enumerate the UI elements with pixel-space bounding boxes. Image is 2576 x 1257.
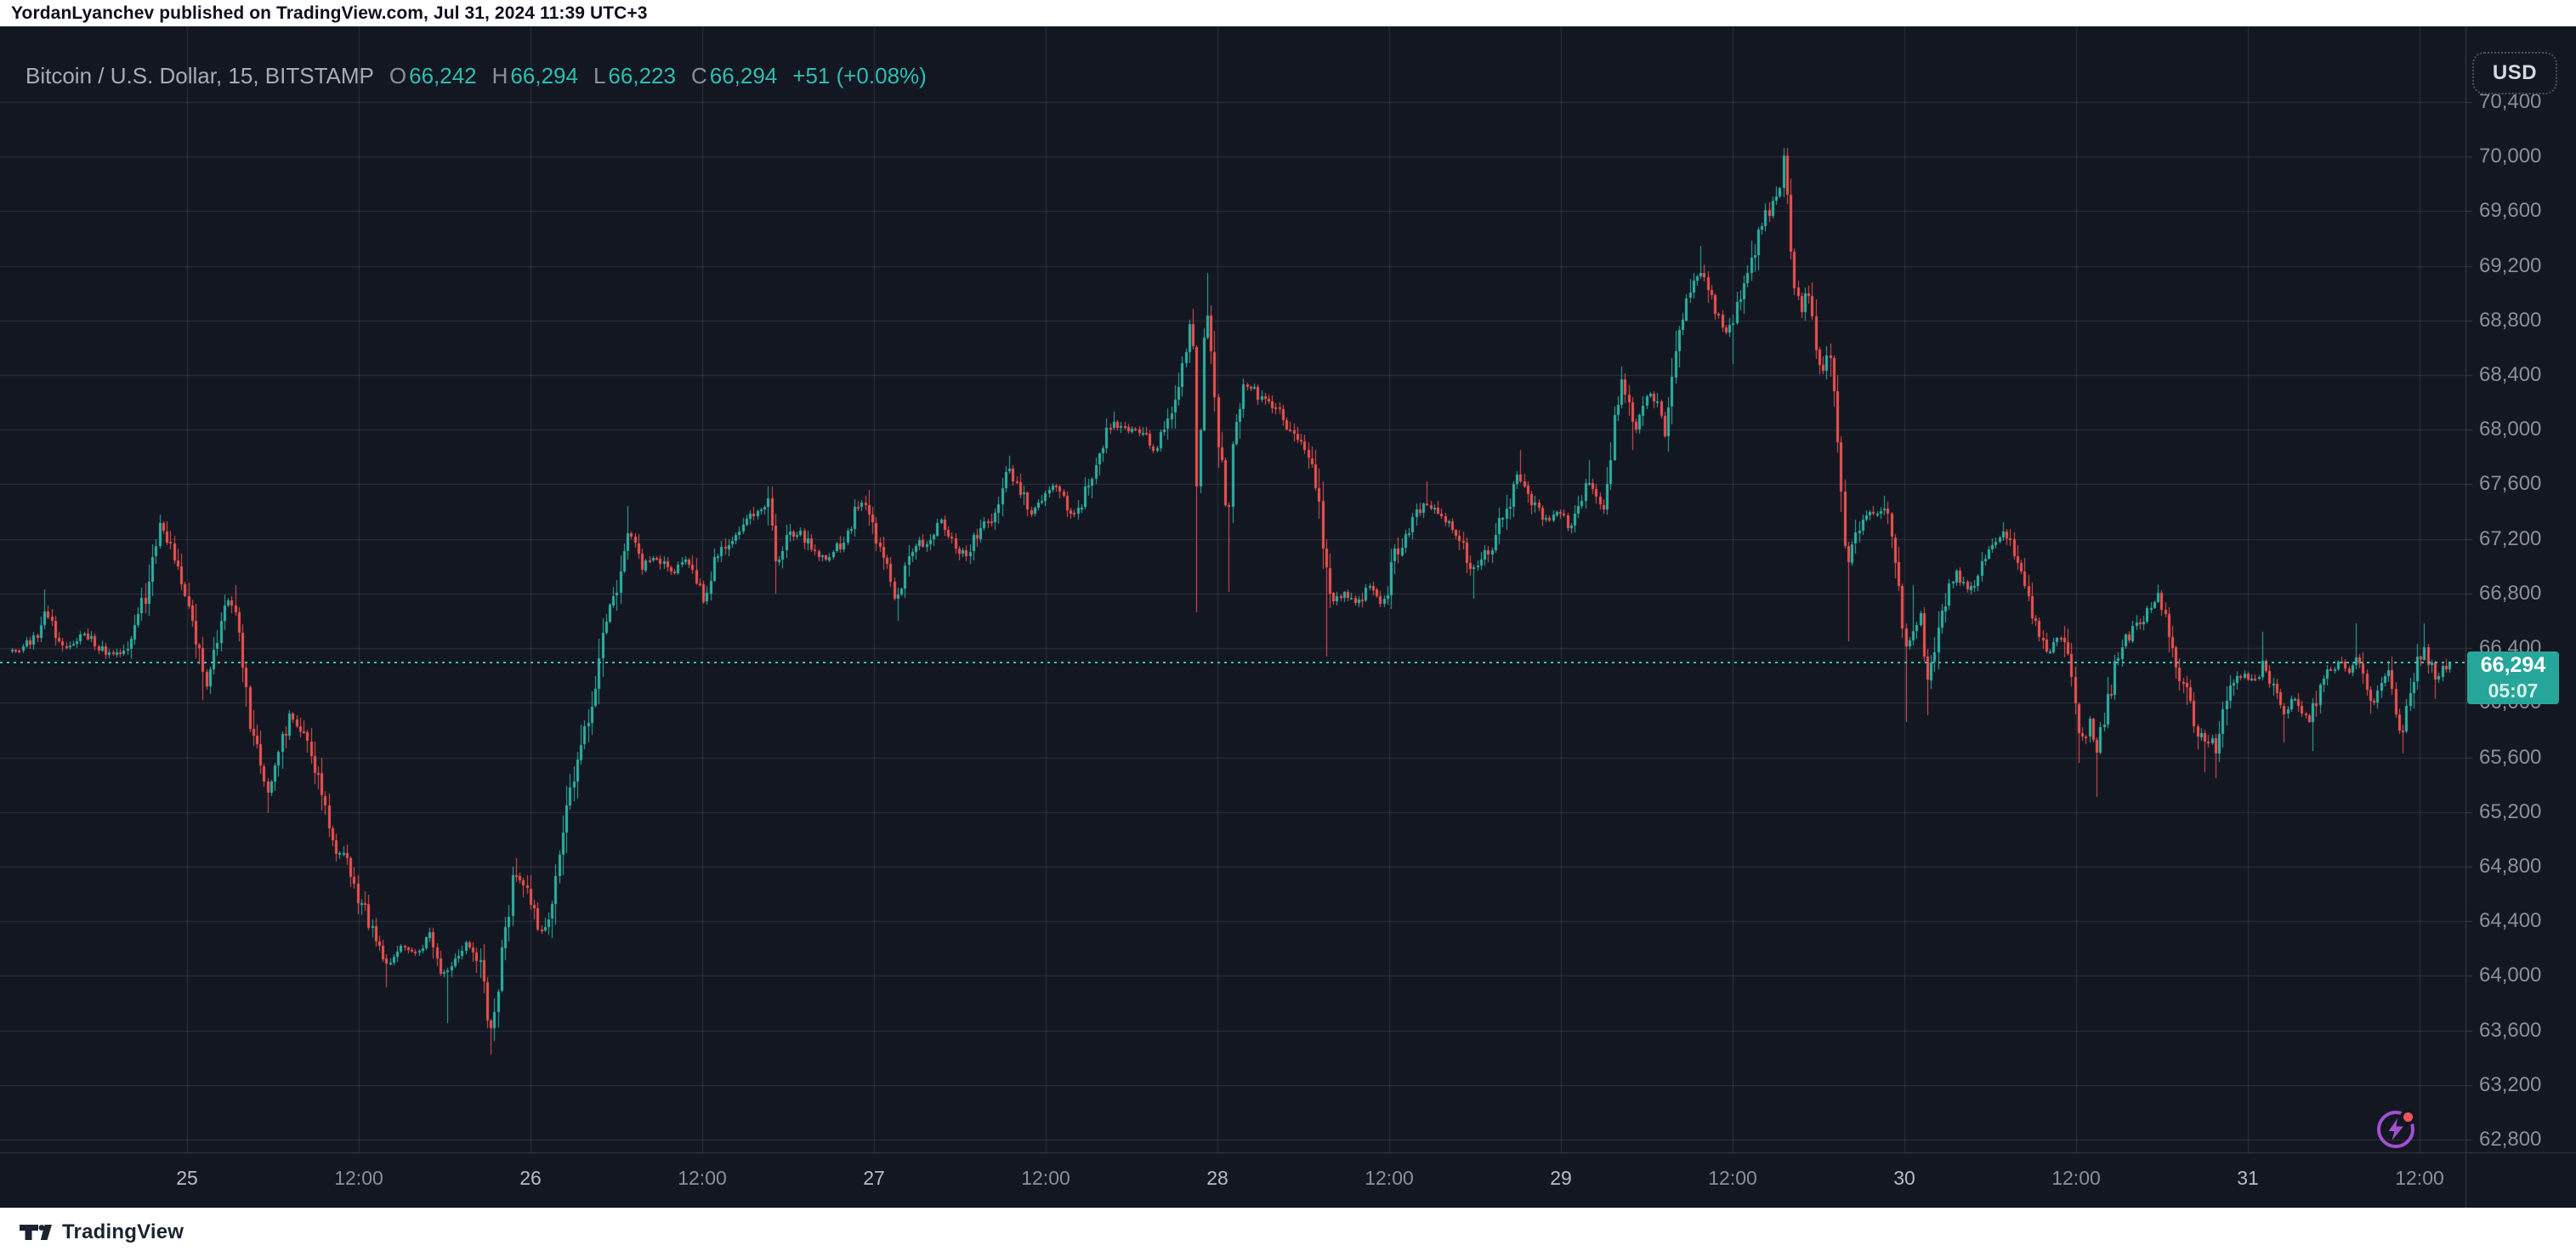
time-tick-label: 12:00 <box>1365 1167 1414 1189</box>
price-tick-label: 68,800 <box>2479 308 2542 332</box>
ohlc-open: O 66,242 <box>389 63 477 89</box>
low-value: 66,223 <box>608 62 676 88</box>
price-tick-label: 63,600 <box>2479 1018 2542 1042</box>
time-tick-label: 25 <box>176 1167 198 1189</box>
close-label: C <box>690 62 707 88</box>
price-tick-label: 68,400 <box>2479 363 2542 387</box>
price-tick-label: 66,800 <box>2479 581 2542 605</box>
last-price-value: 66,294 <box>2480 653 2546 677</box>
icon-circle <box>2377 1111 2414 1148</box>
time-tick-label: 12:00 <box>1708 1167 1757 1189</box>
price-tick-label: 65,600 <box>2479 745 2542 769</box>
tradingview-wordmark[interactable]: TradingView <box>62 1220 184 1243</box>
price-tick-label: 62,800 <box>2479 1128 2542 1151</box>
time-tick-label: 31 <box>2237 1167 2259 1189</box>
instant-rendering-icon[interactable] <box>2371 1105 2420 1154</box>
currency-toggle-button[interactable]: USD <box>2472 52 2557 94</box>
time-tick-label: 26 <box>519 1167 542 1189</box>
price-tick-label: 64,400 <box>2479 909 2542 933</box>
ohlc-close: C 66,294 <box>691 63 777 89</box>
high-label: H <box>491 62 508 88</box>
symbol-title[interactable]: Bitcoin / U.S. Dollar, 15, BITSTAMP <box>26 62 374 88</box>
lightning-bolt-icon <box>2388 1118 2403 1140</box>
time-tick-label: 12:00 <box>2051 1167 2101 1189</box>
price-tick-label: 65,200 <box>2479 799 2542 823</box>
footer: TradingView <box>0 1208 2576 1257</box>
ohlc-low: L 66,223 <box>593 63 676 89</box>
price-tick-label: 70,000 <box>2479 145 2542 168</box>
ohlc-high: H 66,294 <box>492 63 578 89</box>
change-value: +51 (+0.08%) <box>792 62 927 88</box>
bar-countdown: 05:07 <box>2488 680 2539 702</box>
time-tick-label: 28 <box>1206 1167 1228 1189</box>
time-tick-label: 12:00 <box>1021 1167 1070 1189</box>
price-tick-label: 63,200 <box>2479 1072 2542 1096</box>
last-price-badge: 66,294 05:07 <box>2467 651 2559 704</box>
tradingview-logo-icon[interactable] <box>19 1224 53 1241</box>
time-tick-label: 12:00 <box>2395 1167 2444 1189</box>
currency-label: USD <box>2492 61 2538 84</box>
open-value: 66,242 <box>409 62 477 88</box>
price-tick-label: 67,200 <box>2479 526 2542 550</box>
time-tick-label: 29 <box>1550 1167 1572 1189</box>
time-tick-label: 27 <box>863 1167 885 1189</box>
icon-status-dot <box>2403 1112 2413 1122</box>
time-tick-label: 12:00 <box>678 1167 727 1189</box>
time-tick-label: 30 <box>1893 1167 1915 1189</box>
chart-legend: Bitcoin / U.S. Dollar, 15, BITSTAMP O 66… <box>26 61 927 90</box>
close-value: 66,294 <box>709 62 778 88</box>
current-price-line <box>0 662 2465 663</box>
low-label: L <box>593 62 606 88</box>
high-value: 66,294 <box>510 62 578 88</box>
price-tick-label: 64,000 <box>2479 964 2542 987</box>
price-tick-label: 69,200 <box>2479 253 2542 277</box>
price-tick-label: 69,600 <box>2479 199 2542 223</box>
open-label: O <box>389 62 407 88</box>
price-tick-label: 64,800 <box>2479 854 2542 878</box>
price-tick-label: 67,600 <box>2479 472 2542 496</box>
time-tick-label: 12:00 <box>334 1167 383 1189</box>
price-tick-label: 68,000 <box>2479 418 2542 441</box>
